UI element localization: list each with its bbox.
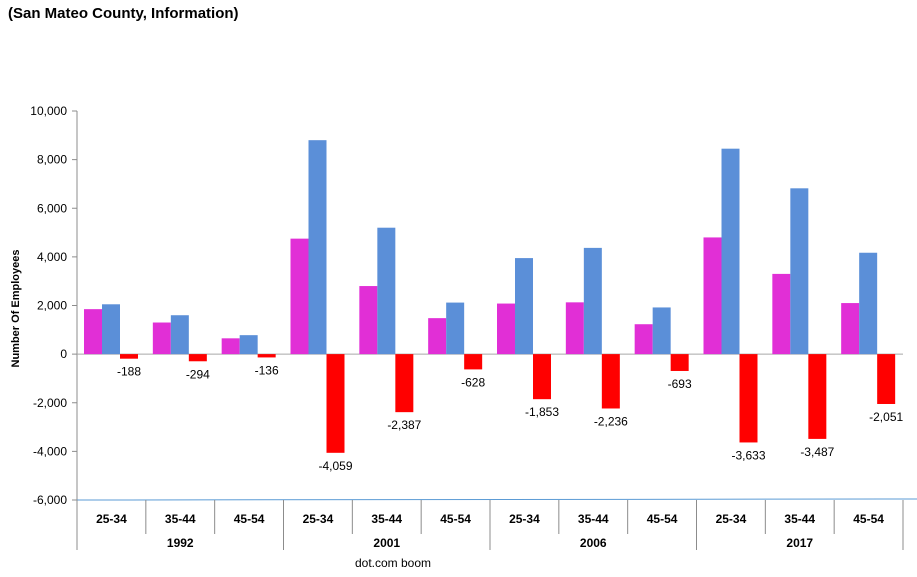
bar-series-2 bbox=[446, 302, 465, 355]
bar-series-3 bbox=[120, 354, 138, 359]
category-label: 25-34 bbox=[303, 512, 334, 526]
category-label: 35-44 bbox=[165, 512, 196, 526]
bar-series-2 bbox=[239, 335, 258, 355]
bar-series-3 bbox=[326, 354, 345, 453]
y-tick-label: -2,000 bbox=[33, 396, 67, 410]
bar-series-3 bbox=[188, 354, 207, 362]
data-label: -3,633 bbox=[731, 448, 765, 462]
data-label: -693 bbox=[668, 377, 692, 391]
y-axis-title: Number Of Employees bbox=[10, 250, 22, 368]
bar-series-2 bbox=[377, 227, 396, 355]
bar-series-1 bbox=[84, 309, 102, 355]
bar-series-3 bbox=[601, 354, 620, 409]
bar-series-1 bbox=[221, 338, 240, 355]
y-tick-label: 4,000 bbox=[37, 250, 67, 264]
data-label: -4,059 bbox=[318, 459, 352, 473]
x-axis-title: dot.com boom bbox=[355, 556, 431, 570]
bar-series-2 bbox=[721, 148, 740, 355]
bar-series-1 bbox=[290, 238, 309, 355]
data-label: -2,236 bbox=[594, 414, 628, 428]
bar-series-2 bbox=[859, 252, 878, 355]
category-label: 45-54 bbox=[440, 512, 471, 526]
bar-series-1 bbox=[841, 303, 860, 355]
bar-series-3 bbox=[257, 354, 276, 358]
bar-series-3 bbox=[808, 354, 827, 439]
bar-series-1 bbox=[152, 322, 171, 355]
chart-title: (San Mateo County, Information) bbox=[8, 5, 239, 22]
data-label: -188 bbox=[117, 365, 141, 379]
bar-series-2 bbox=[652, 307, 671, 355]
y-tick-label: 0 bbox=[60, 347, 67, 361]
bar-series-2 bbox=[308, 140, 327, 355]
y-tick-label: 8,000 bbox=[37, 153, 67, 167]
y-tick-label: 2,000 bbox=[37, 299, 67, 313]
data-label: -136 bbox=[255, 363, 279, 377]
bar-series-3 bbox=[670, 354, 689, 371]
y-tick-label: -4,000 bbox=[33, 444, 67, 458]
data-label: -294 bbox=[186, 367, 210, 381]
category-label: 35-44 bbox=[784, 512, 815, 526]
bar-series-2 bbox=[170, 315, 189, 355]
bar-series-2 bbox=[790, 188, 809, 355]
category-label: 45-54 bbox=[853, 512, 884, 526]
data-label: -628 bbox=[461, 375, 485, 389]
category-label: 35-44 bbox=[371, 512, 402, 526]
y-tick-label: 6,000 bbox=[37, 201, 67, 215]
bar-series-1 bbox=[703, 237, 722, 355]
category-label: 25-34 bbox=[96, 512, 127, 526]
group-label: 2006 bbox=[580, 536, 607, 550]
category-label: 25-34 bbox=[716, 512, 747, 526]
bar-series-1 bbox=[772, 273, 791, 355]
bar-series-2 bbox=[515, 258, 533, 355]
y-tick-label: 10,000 bbox=[30, 104, 67, 118]
bar-series-3 bbox=[395, 354, 414, 413]
bar-series-1 bbox=[428, 318, 447, 355]
category-label: 35-44 bbox=[578, 512, 609, 526]
category-axis-line bbox=[76, 498, 917, 501]
bar-series-3 bbox=[739, 354, 758, 443]
bar-series-1 bbox=[359, 286, 378, 355]
bar-series-3 bbox=[464, 354, 483, 370]
group-label: 2017 bbox=[786, 536, 813, 550]
bar-series-1 bbox=[634, 324, 653, 355]
bar-series-1 bbox=[497, 303, 515, 355]
data-label: -2,387 bbox=[387, 418, 421, 432]
category-label: 45-54 bbox=[234, 512, 265, 526]
group-label: 1992 bbox=[167, 536, 194, 550]
data-label: -2,051 bbox=[869, 410, 903, 424]
data-label: -3,487 bbox=[800, 445, 834, 459]
category-label: 25-34 bbox=[509, 512, 540, 526]
y-tick-label: -6,000 bbox=[33, 493, 67, 507]
category-label: 45-54 bbox=[647, 512, 678, 526]
group-label: 2001 bbox=[373, 536, 400, 550]
bar-series-1 bbox=[565, 302, 584, 355]
data-label: -1,853 bbox=[525, 405, 559, 419]
bar-series-3 bbox=[877, 354, 896, 404]
bar-series-2 bbox=[102, 304, 120, 355]
bar-series-2 bbox=[583, 247, 602, 355]
bar-series-3 bbox=[533, 354, 551, 400]
